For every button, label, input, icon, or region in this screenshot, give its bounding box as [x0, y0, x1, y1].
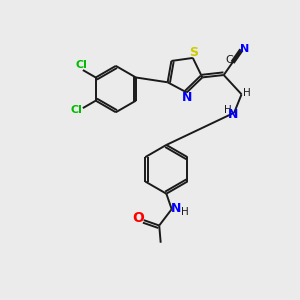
Text: N: N — [171, 202, 181, 215]
Text: O: O — [133, 211, 144, 225]
Text: Cl: Cl — [70, 105, 82, 115]
Text: N: N — [227, 108, 238, 121]
Text: C: C — [225, 55, 233, 65]
Text: N: N — [240, 44, 249, 54]
Text: Cl: Cl — [75, 60, 87, 70]
Text: N: N — [182, 91, 192, 104]
Text: S: S — [189, 46, 198, 59]
Text: H: H — [224, 105, 232, 115]
Text: H: H — [181, 207, 189, 217]
Text: H: H — [243, 88, 251, 98]
